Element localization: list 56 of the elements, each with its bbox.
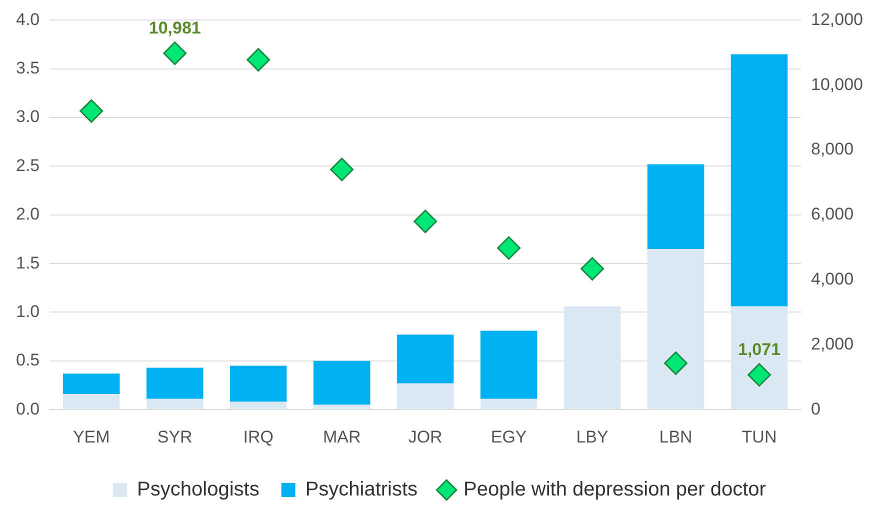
- legend-label: Psychiatrists: [305, 478, 418, 501]
- point: [163, 42, 187, 66]
- x-tick-label: SYR: [157, 427, 192, 446]
- point: [80, 99, 104, 123]
- x-tick-label: LBN: [659, 427, 692, 446]
- point: [748, 363, 772, 387]
- data-label: 1,071: [738, 340, 781, 360]
- y2-tick-label: 6,000: [811, 204, 854, 224]
- legend-label: Psychologists: [137, 478, 260, 501]
- point: [414, 210, 438, 234]
- x-tick-label: EGY: [490, 427, 527, 446]
- bar: [146, 368, 204, 399]
- bar: [313, 360, 370, 405]
- x-tick-label: LBY: [576, 427, 608, 446]
- bar: [564, 306, 621, 410]
- bar: [62, 374, 120, 394]
- y-tick-label: 2.0: [16, 204, 40, 224]
- bar: [146, 398, 204, 410]
- bar: [480, 330, 538, 399]
- x-tick-label: YEM: [72, 427, 110, 446]
- y-tick-label: 3.0: [16, 107, 40, 126]
- x-tick-label: MAR: [322, 427, 361, 446]
- point: [497, 236, 521, 260]
- point: [330, 158, 354, 182]
- bar: [396, 334, 454, 384]
- y-tick-label: 1.5: [16, 253, 40, 272]
- y-tick-label: 2.5: [16, 156, 40, 175]
- x-tick-label: JOR: [408, 427, 442, 446]
- y-tick-label: 3.5: [16, 58, 40, 78]
- bar: [230, 366, 287, 402]
- y2-tick-label: 4,000: [811, 269, 854, 288]
- bar: [230, 402, 287, 410]
- data-label: 10,981: [148, 18, 201, 38]
- y2-tick-label: 8,000: [811, 140, 854, 159]
- point: [246, 48, 270, 72]
- x-tick-label: TUN: [742, 427, 777, 446]
- bar: [647, 164, 704, 249]
- bar: [62, 394, 120, 410]
- y2-tick-label: 12,000: [811, 10, 864, 29]
- y2-tick-label: 2,000: [811, 334, 854, 354]
- bar: [313, 404, 370, 410]
- bar: [647, 248, 704, 410]
- bar: [730, 306, 788, 410]
- bar: [396, 383, 454, 410]
- y-tick-label: 0.0: [16, 399, 40, 418]
- point: [664, 351, 688, 375]
- y2-tick-label: 0: [811, 399, 820, 418]
- bar: [480, 398, 538, 410]
- y-tick-label: 0.5: [16, 350, 40, 370]
- x-tick-label: IRQ: [243, 427, 274, 446]
- bar: [730, 54, 788, 306]
- point: [580, 257, 604, 281]
- y2-tick-label: 10,000: [811, 74, 864, 94]
- y-tick-label: 4.0: [16, 10, 40, 29]
- legend-label: People with depression per doctor: [464, 478, 766, 501]
- y-tick-label: 1.0: [16, 302, 40, 321]
